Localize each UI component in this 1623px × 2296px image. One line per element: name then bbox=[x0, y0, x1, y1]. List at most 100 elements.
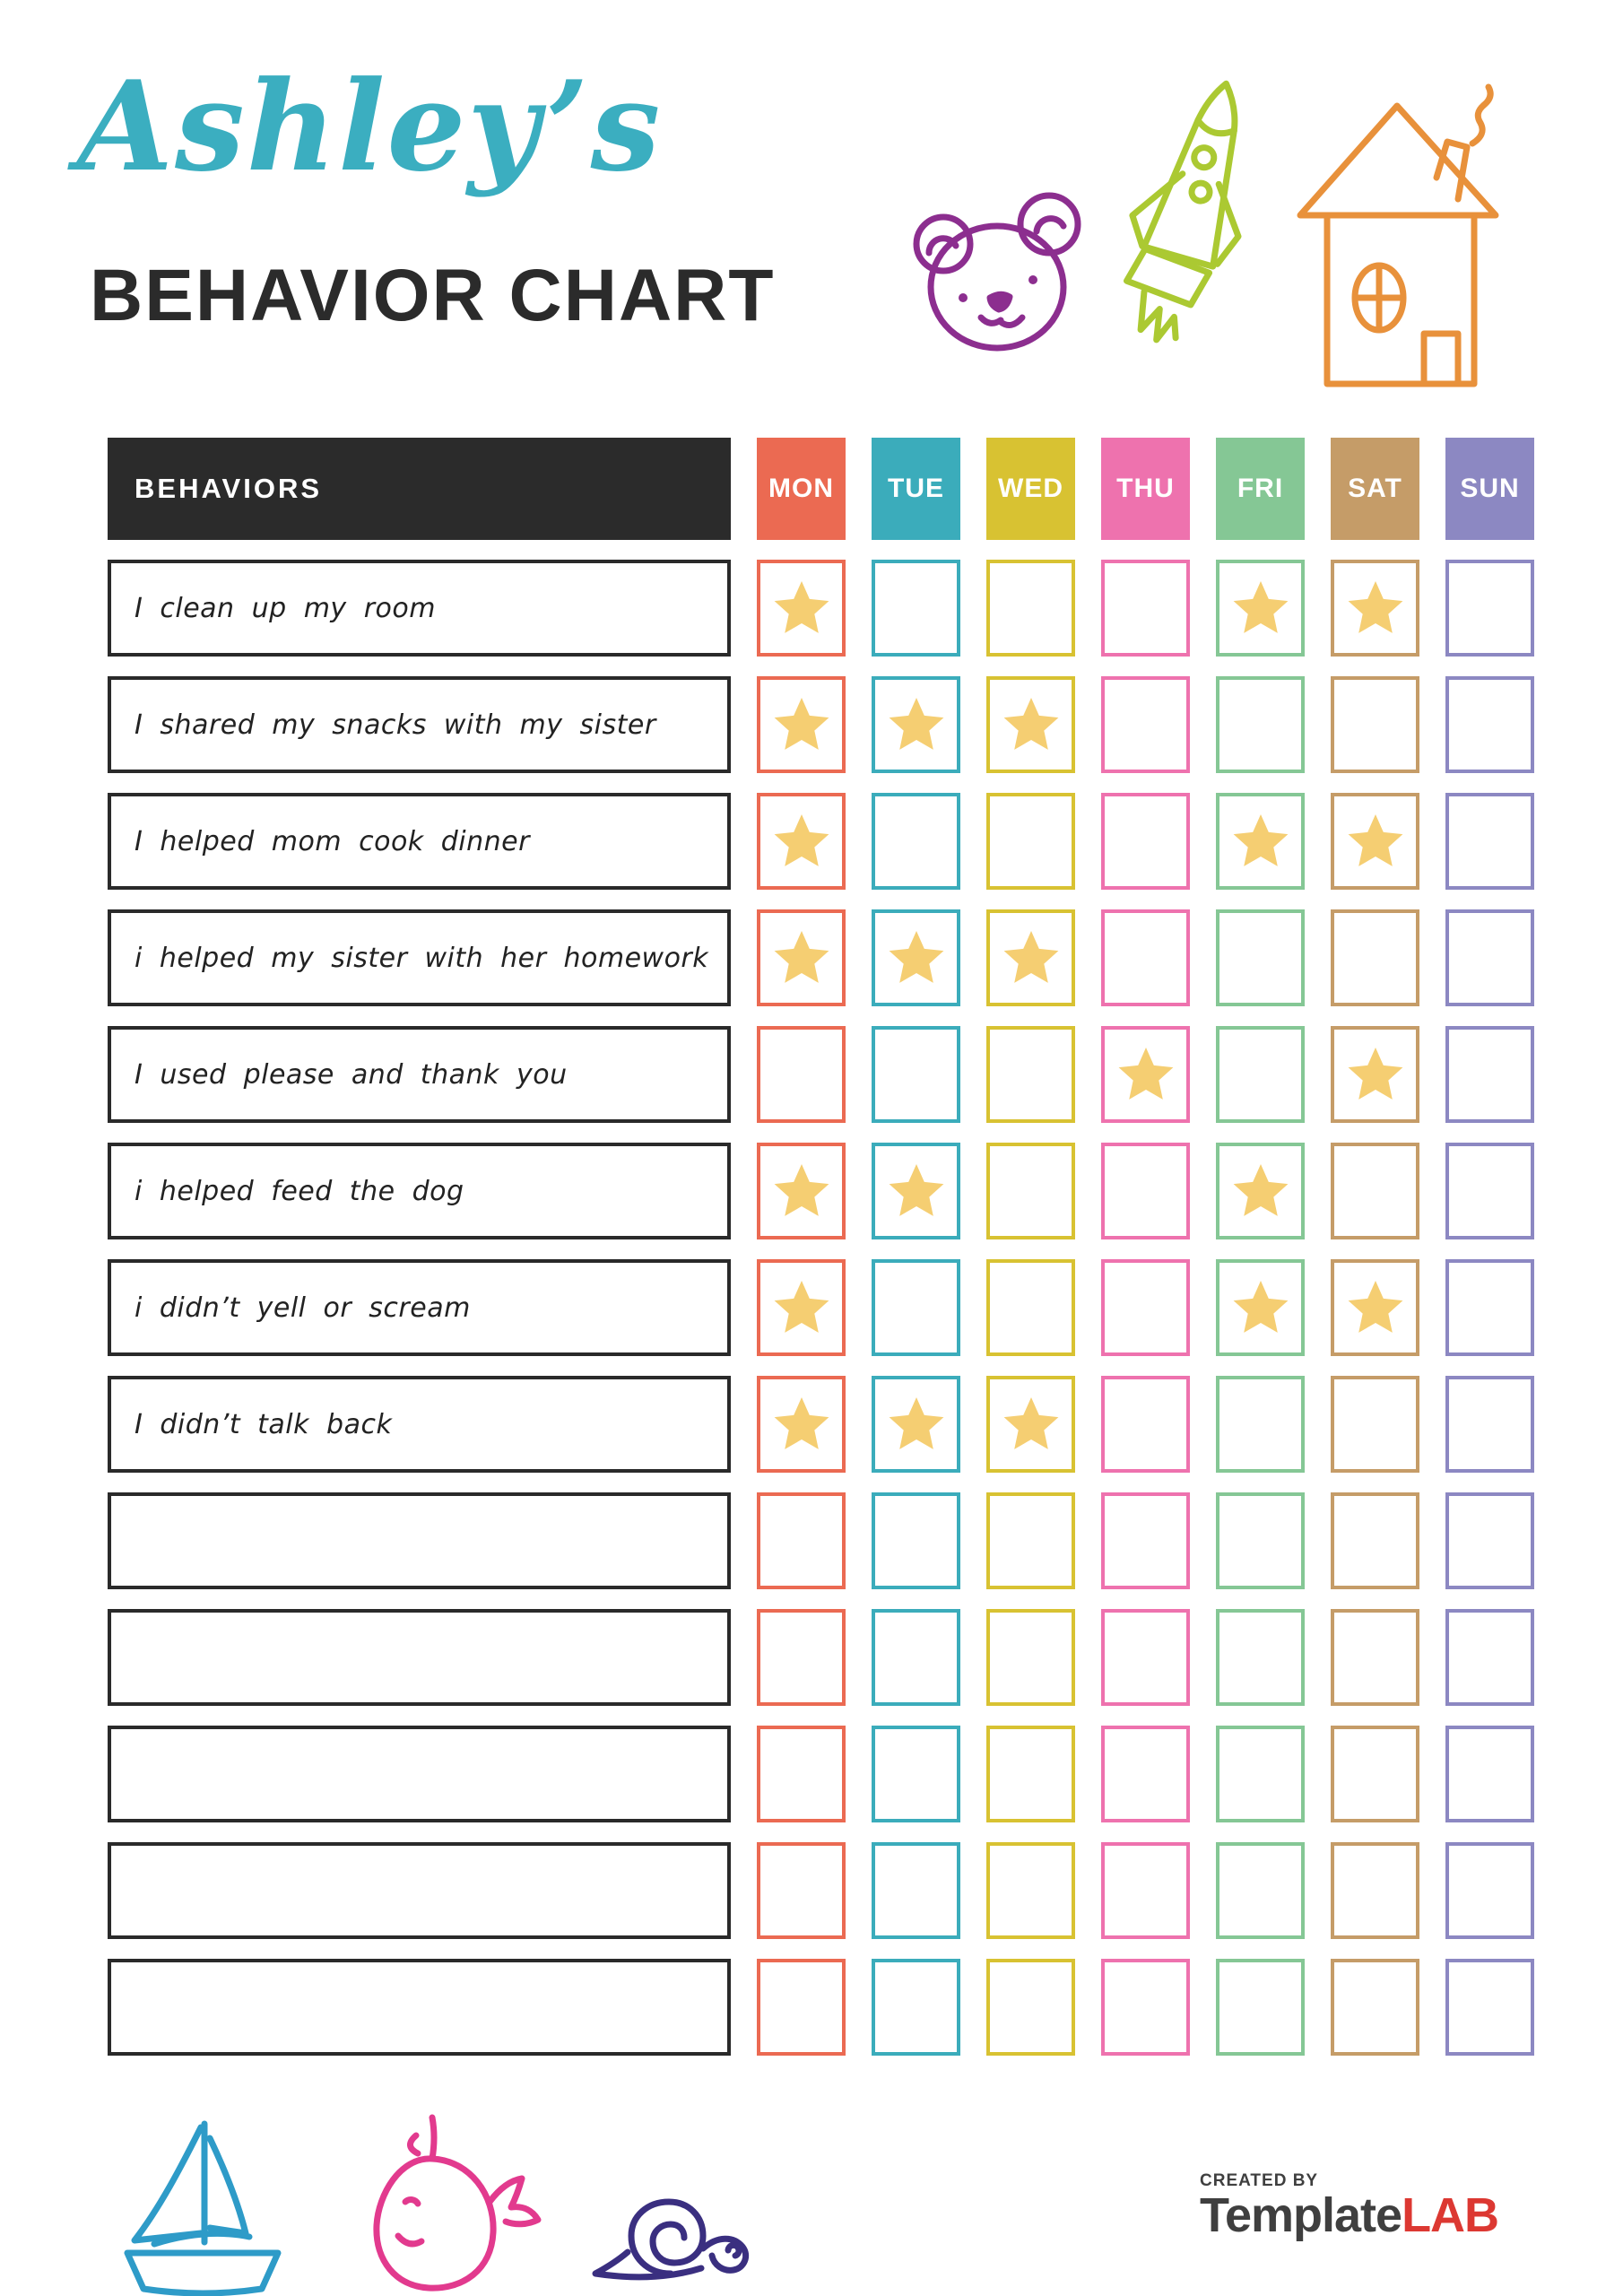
day-cell-r10-fri[interactable] bbox=[1216, 1609, 1305, 1706]
day-cell-r8-sun[interactable] bbox=[1445, 1376, 1534, 1473]
day-cell-r1-sat[interactable] bbox=[1331, 560, 1419, 657]
day-cell-r4-tue[interactable] bbox=[872, 909, 960, 1006]
day-cell-r3-wed[interactable] bbox=[986, 793, 1075, 890]
day-cell-r10-sun[interactable] bbox=[1445, 1609, 1534, 1706]
day-cell-r7-sat[interactable] bbox=[1331, 1259, 1419, 1356]
day-cell-r13-fri[interactable] bbox=[1216, 1959, 1305, 2056]
day-cell-r8-fri[interactable] bbox=[1216, 1376, 1305, 1473]
day-cell-r2-tue[interactable] bbox=[872, 676, 960, 773]
day-cell-r12-sun[interactable] bbox=[1445, 1842, 1534, 1939]
day-cell-r6-thu[interactable] bbox=[1101, 1143, 1190, 1239]
day-cell-r5-thu[interactable] bbox=[1101, 1026, 1190, 1123]
day-cell-r7-mon[interactable] bbox=[757, 1259, 846, 1356]
day-cell-r6-wed[interactable] bbox=[986, 1143, 1075, 1239]
day-cell-r13-sat[interactable] bbox=[1331, 1959, 1419, 2056]
day-cell-r6-sun[interactable] bbox=[1445, 1143, 1534, 1239]
star-icon bbox=[774, 698, 829, 750]
day-cell-r13-sun[interactable] bbox=[1445, 1959, 1534, 2056]
star-icon bbox=[774, 814, 829, 866]
day-cell-r7-thu[interactable] bbox=[1101, 1259, 1190, 1356]
day-cell-r2-sat[interactable] bbox=[1331, 676, 1419, 773]
day-cell-r9-sat[interactable] bbox=[1331, 1492, 1419, 1589]
day-cell-r1-fri[interactable] bbox=[1216, 560, 1305, 657]
day-cell-r1-sun[interactable] bbox=[1445, 560, 1534, 657]
behavior-label-cell bbox=[108, 1726, 731, 1822]
day-cell-r10-mon[interactable] bbox=[757, 1609, 846, 1706]
day-cell-r12-mon[interactable] bbox=[757, 1842, 846, 1939]
day-cell-r5-sat[interactable] bbox=[1331, 1026, 1419, 1123]
behavior-label-cell bbox=[108, 1959, 731, 2056]
day-cell-r11-sun[interactable] bbox=[1445, 1726, 1534, 1822]
day-cell-r9-tue[interactable] bbox=[872, 1492, 960, 1589]
day-cell-r8-thu[interactable] bbox=[1101, 1376, 1190, 1473]
day-cell-r2-mon[interactable] bbox=[757, 676, 846, 773]
day-cell-r10-thu[interactable] bbox=[1101, 1609, 1190, 1706]
day-cell-r12-tue[interactable] bbox=[872, 1842, 960, 1939]
behavior-label-cell: I shared my snacks with my sister bbox=[108, 676, 731, 773]
day-cell-r1-thu[interactable] bbox=[1101, 560, 1190, 657]
day-cell-r11-fri[interactable] bbox=[1216, 1726, 1305, 1822]
day-cell-r7-wed[interactable] bbox=[986, 1259, 1075, 1356]
day-cell-r13-thu[interactable] bbox=[1101, 1959, 1190, 2056]
day-cell-r5-sun[interactable] bbox=[1445, 1026, 1534, 1123]
day-cell-r5-wed[interactable] bbox=[986, 1026, 1075, 1123]
day-cell-r4-sat[interactable] bbox=[1331, 909, 1419, 1006]
day-cell-r5-fri[interactable] bbox=[1216, 1026, 1305, 1123]
day-cell-r9-thu[interactable] bbox=[1101, 1492, 1190, 1589]
day-cell-r6-sat[interactable] bbox=[1331, 1143, 1419, 1239]
day-cell-r6-tue[interactable] bbox=[872, 1143, 960, 1239]
day-cell-r4-sun[interactable] bbox=[1445, 909, 1534, 1006]
day-cell-r4-thu[interactable] bbox=[1101, 909, 1190, 1006]
day-cell-r3-sun[interactable] bbox=[1445, 793, 1534, 890]
day-cell-r11-mon[interactable] bbox=[757, 1726, 846, 1822]
behavior-label-cell bbox=[108, 1492, 731, 1589]
day-cell-r8-mon[interactable] bbox=[757, 1376, 846, 1473]
day-cell-r3-fri[interactable] bbox=[1216, 793, 1305, 890]
day-cell-r6-fri[interactable] bbox=[1216, 1143, 1305, 1239]
day-cell-r8-wed[interactable] bbox=[986, 1376, 1075, 1473]
day-cell-r11-thu[interactable] bbox=[1101, 1726, 1190, 1822]
day-cell-r11-wed[interactable] bbox=[986, 1726, 1075, 1822]
day-cell-r1-mon[interactable] bbox=[757, 560, 846, 657]
day-cell-r2-fri[interactable] bbox=[1216, 676, 1305, 773]
day-cell-r5-tue[interactable] bbox=[872, 1026, 960, 1123]
day-cell-r2-sun[interactable] bbox=[1445, 676, 1534, 773]
day-cell-r7-fri[interactable] bbox=[1216, 1259, 1305, 1356]
day-cell-r3-thu[interactable] bbox=[1101, 793, 1190, 890]
day-cell-r3-tue[interactable] bbox=[872, 793, 960, 890]
day-cell-r2-wed[interactable] bbox=[986, 676, 1075, 773]
day-cell-r3-mon[interactable] bbox=[757, 793, 846, 890]
created-by-label: CREATED BY bbox=[1200, 2171, 1319, 2190]
day-cell-r5-mon[interactable] bbox=[757, 1026, 846, 1123]
day-cell-r13-mon[interactable] bbox=[757, 1959, 846, 2056]
day-cell-r12-sat[interactable] bbox=[1331, 1842, 1419, 1939]
day-cell-r10-wed[interactable] bbox=[986, 1609, 1075, 1706]
day-cell-r8-tue[interactable] bbox=[872, 1376, 960, 1473]
day-cell-r9-wed[interactable] bbox=[986, 1492, 1075, 1589]
day-cell-r4-mon[interactable] bbox=[757, 909, 846, 1006]
day-cell-r4-fri[interactable] bbox=[1216, 909, 1305, 1006]
day-cell-r8-sat[interactable] bbox=[1331, 1376, 1419, 1473]
day-cell-r7-tue[interactable] bbox=[872, 1259, 960, 1356]
day-cell-r9-sun[interactable] bbox=[1445, 1492, 1534, 1589]
day-cell-r2-thu[interactable] bbox=[1101, 676, 1190, 773]
day-cell-r11-sat[interactable] bbox=[1331, 1726, 1419, 1822]
day-cell-r12-thu[interactable] bbox=[1101, 1842, 1190, 1939]
day-cell-r9-fri[interactable] bbox=[1216, 1492, 1305, 1589]
day-cell-r12-wed[interactable] bbox=[986, 1842, 1075, 1939]
day-header-thu: THU bbox=[1101, 438, 1190, 540]
day-cell-r4-wed[interactable] bbox=[986, 909, 1075, 1006]
day-cell-r9-mon[interactable] bbox=[757, 1492, 846, 1589]
star-icon bbox=[774, 581, 829, 633]
day-cell-r13-wed[interactable] bbox=[986, 1959, 1075, 2056]
day-cell-r10-tue[interactable] bbox=[872, 1609, 960, 1706]
day-cell-r11-tue[interactable] bbox=[872, 1726, 960, 1822]
day-cell-r10-sat[interactable] bbox=[1331, 1609, 1419, 1706]
day-cell-r3-sat[interactable] bbox=[1331, 793, 1419, 890]
day-cell-r12-fri[interactable] bbox=[1216, 1842, 1305, 1939]
day-cell-r13-tue[interactable] bbox=[872, 1959, 960, 2056]
day-cell-r6-mon[interactable] bbox=[757, 1143, 846, 1239]
day-cell-r7-sun[interactable] bbox=[1445, 1259, 1534, 1356]
day-cell-r1-tue[interactable] bbox=[872, 560, 960, 657]
day-cell-r1-wed[interactable] bbox=[986, 560, 1075, 657]
